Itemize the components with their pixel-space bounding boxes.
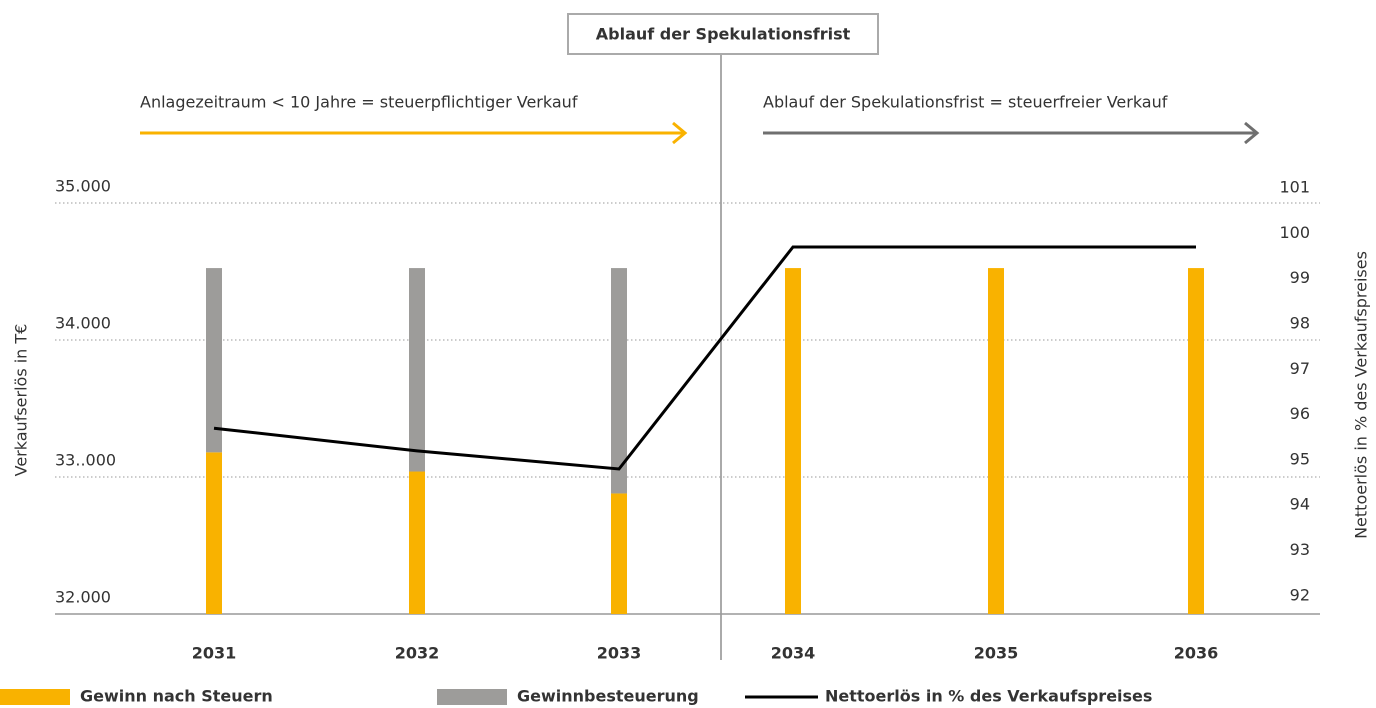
y2-tick-label: 94: [1290, 495, 1310, 514]
y2-axis-label: Nettoerlös in % des Verkaufspreises: [1352, 251, 1371, 539]
y-axis-label: Verkaufserlös in T€: [12, 324, 31, 477]
y-tick-label: 33..000: [55, 451, 116, 470]
y2-tick-label: 99: [1290, 268, 1310, 287]
y-tick-label: 34.000: [55, 314, 111, 333]
legend-swatch: [437, 689, 507, 705]
y2-tick-label: 96: [1290, 404, 1310, 423]
bar-segment: [611, 268, 627, 494]
line-series: [213, 245, 1196, 471]
y2-tick-label: 100: [1279, 223, 1310, 242]
bar-segment: [409, 268, 425, 472]
y2-tick-label: 95: [1290, 449, 1310, 468]
legend-swatch: [0, 689, 70, 705]
y2-tick-label: 98: [1290, 313, 1310, 332]
divider-label: Ablauf der Spekulationsfrist: [596, 25, 851, 44]
y2-tick-label: 101: [1279, 178, 1310, 197]
y2-tick-label: 97: [1290, 359, 1310, 378]
y2-tick-label: 92: [1290, 585, 1310, 604]
bar-segment: [206, 268, 222, 453]
x-tick-label: 2033: [597, 644, 642, 663]
x-tick-label: 2034: [771, 644, 816, 663]
y-tick-label: 32.000: [55, 588, 111, 607]
x-tick-label: 2036: [1174, 644, 1219, 663]
bar-segment: [409, 471, 425, 614]
left-arrow: [140, 121, 688, 145]
y-tick-label: 35.000: [55, 177, 111, 196]
legend-label: Nettoerlös in % des Verkaufspreises: [825, 687, 1152, 706]
bar-segment: [1188, 268, 1204, 614]
legend-label: Gewinn nach Steuern: [80, 687, 273, 706]
right-arrow-label: Ablauf der Spekulationsfrist = steuerfre…: [763, 93, 1168, 112]
x-tick-label: 2032: [395, 644, 440, 663]
bar-segment: [206, 452, 222, 614]
x-tick-label: 2035: [974, 644, 1019, 663]
x-tick-label: 2031: [192, 644, 237, 663]
bar-segment: [611, 493, 627, 614]
right-arrow: [763, 121, 1260, 145]
divider-box: [567, 13, 879, 55]
left-arrow-label: Anlagezeitraum < 10 Jahre = steuerpflich…: [140, 93, 578, 112]
legend-label: Gewinnbesteuerung: [517, 687, 699, 706]
bar-segment: [988, 268, 1004, 614]
y2-tick-label: 93: [1290, 540, 1310, 559]
bar-segment: [785, 268, 801, 614]
